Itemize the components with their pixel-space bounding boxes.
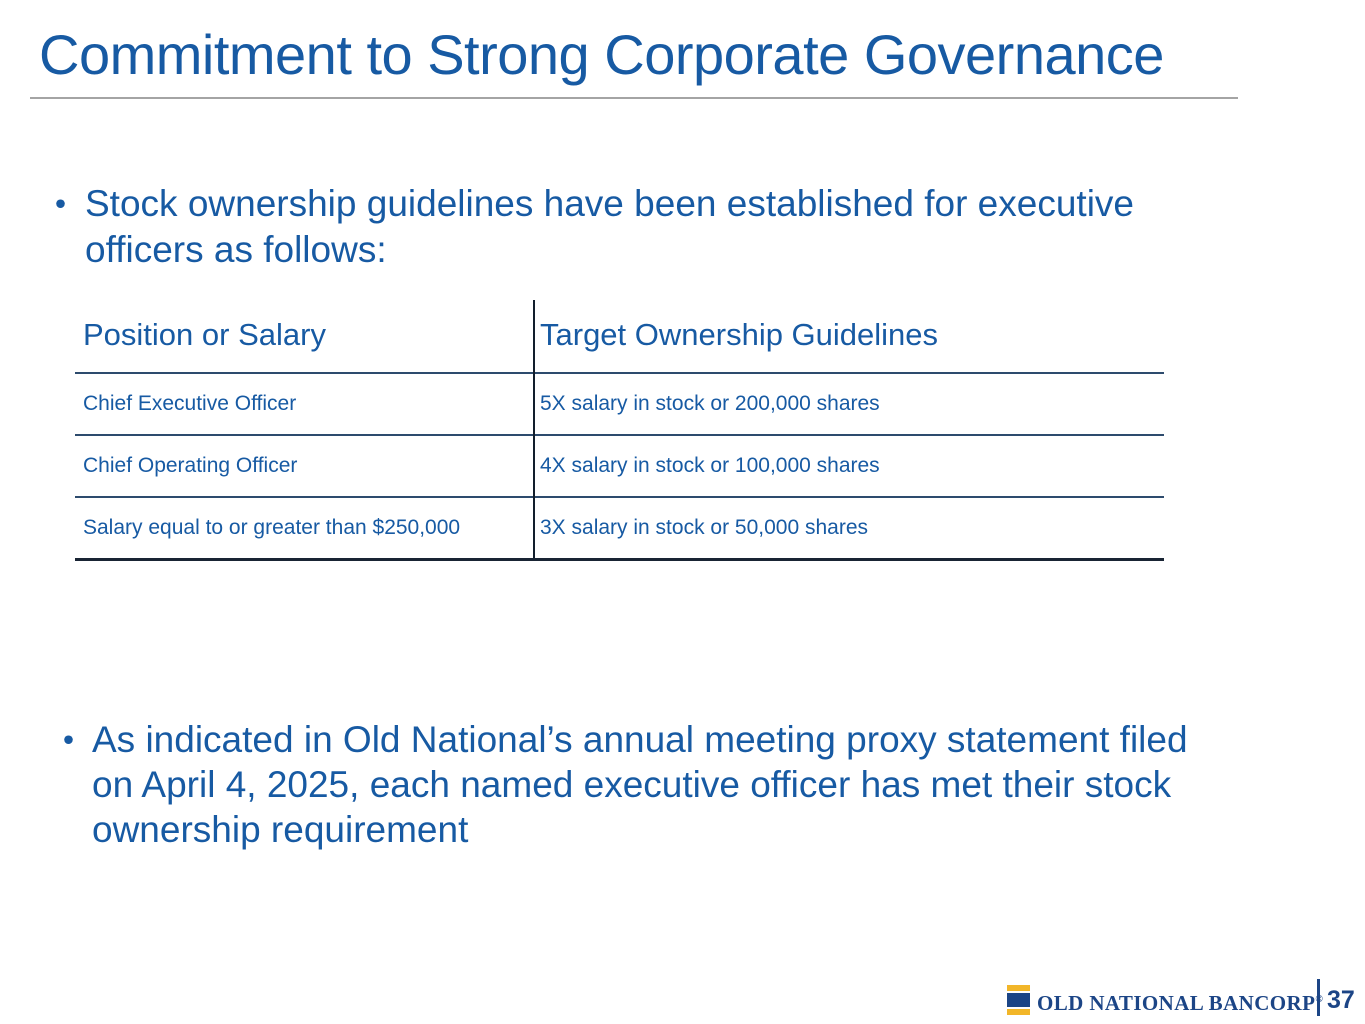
logo-gold-bar-bottom [1007,1009,1030,1015]
bullet-icon: • [55,186,67,221]
table-cell-guideline: 4X salary in stock or 100,000 shares [540,454,880,477]
logo-navy-bar [1007,993,1030,1007]
table-cell-guideline: 3X salary in stock or 50,000 shares [540,516,869,539]
title-divider [30,97,1238,99]
onb-logo-wordmark: OLD NATIONAL BANCORP® [1037,985,1323,1018]
bullet-line: officers as follows: [85,229,387,270]
page-number: 37 [1327,986,1355,1014]
table-header-guidelines: Target Ownership Guidelines [540,317,939,352]
page-title: Commitment to Strong Corporate Governanc… [39,23,1164,86]
table-column-divider [533,300,535,558]
table-cell-position: Chief Operating Officer [83,454,298,477]
bullet-text: As indicated in Old National’s annual me… [92,717,1188,852]
table-row: Chief Executive Officer 5X salary in sto… [75,372,1164,434]
bullet-icon: • [63,722,75,757]
table-cell-position: Chief Executive Officer [83,392,297,415]
table-header-row: Position or Salary Target Ownership Guid… [75,298,1164,372]
bullet-proxy-statement: • As indicated in Old National’s annual … [63,717,1188,852]
table-header-position: Position or Salary [83,317,326,352]
page-number-divider [1317,979,1320,1016]
onb-logo-icon [1007,985,1030,1015]
table-cell-guideline: 5X salary in stock or 200,000 shares [540,392,880,415]
logo-text: OLD NATIONAL BANCORP [1037,991,1316,1015]
ownership-guidelines-table: Position or Salary Target Ownership Guid… [75,298,1164,561]
bullet-line: As indicated in Old National’s annual me… [92,719,1188,760]
bullet-line: Stock ownership guidelines have been est… [85,183,1134,224]
table-row: Salary equal to or greater than $250,000… [75,496,1164,558]
bullet-line: ownership requirement [92,809,469,850]
bullet-stock-ownership: • Stock ownership guidelines have been e… [55,181,1134,273]
table-cell-position: Salary equal to or greater than $250,000 [83,516,461,539]
bullet-text: Stock ownership guidelines have been est… [85,181,1134,273]
logo-gold-bar-top [1007,985,1030,991]
table-row: Chief Operating Officer 4X salary in sto… [75,434,1164,496]
bullet-line: on April 4, 2025, each named executive o… [92,764,1172,805]
